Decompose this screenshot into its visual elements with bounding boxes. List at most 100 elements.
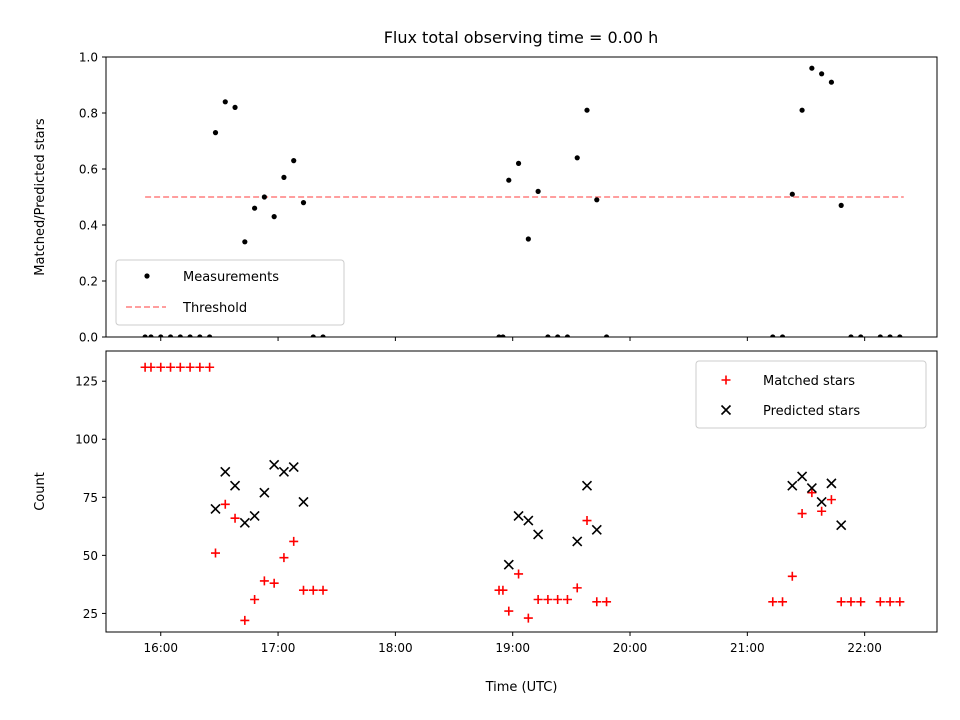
matched-star-point xyxy=(582,516,592,526)
matched-star-point xyxy=(220,499,230,509)
top-chart-title: Flux total observing time = 0.00 h xyxy=(384,28,659,47)
matched-star-point xyxy=(289,536,299,546)
measurement-point xyxy=(545,334,551,337)
bottom-xtick-label: 19:00 xyxy=(495,641,530,655)
bottom-xtick-label: 22:00 xyxy=(847,641,882,655)
bottom-legend: Matched stars Predicted stars xyxy=(695,360,927,429)
matched-star-point xyxy=(498,585,508,595)
predicted-star-point xyxy=(210,503,221,514)
measurement-point xyxy=(500,334,506,337)
matched-star-point xyxy=(514,569,524,579)
top-ytick-label: 1.0 xyxy=(79,51,98,65)
matched-star-point xyxy=(602,597,612,607)
predicted-star-point xyxy=(533,529,544,540)
legend-matched-label: Matched stars xyxy=(763,374,855,389)
measurement-point xyxy=(838,202,844,208)
top-ytick-label: 0.4 xyxy=(79,219,98,233)
measurement-point xyxy=(848,334,854,337)
bottom-xtick-label: 20:00 xyxy=(613,641,648,655)
matched-star-point xyxy=(768,597,778,607)
bottom-xlabel: Time (UTC) xyxy=(485,680,558,695)
predicted-star-point xyxy=(249,510,260,521)
matched-star-point xyxy=(778,597,788,607)
matched-star-point xyxy=(195,362,205,372)
top-ytick-label: 0.8 xyxy=(79,107,98,121)
matched-star-point xyxy=(885,597,895,607)
measurement-point xyxy=(291,158,297,164)
top-plot-area: 0.0 0.2 0.4 0.6 0.8 1.0 Matched/Predicted star… xyxy=(33,51,938,345)
predicted-star-point xyxy=(523,515,534,526)
measurement-point xyxy=(603,334,610,337)
predicted-star-point xyxy=(220,466,231,477)
measurement-point xyxy=(887,334,893,337)
bottom-ytick-label: 25 xyxy=(83,607,98,621)
measurement-point xyxy=(897,334,903,337)
measurement-point xyxy=(142,334,148,337)
measurement-point xyxy=(779,334,786,337)
predicted-star-point xyxy=(239,517,250,528)
predicted-star-point xyxy=(503,559,514,570)
measurement-point xyxy=(828,79,835,85)
predicted-star-point xyxy=(278,466,289,477)
bottom-ylabel: Count xyxy=(33,472,48,511)
measurement-point xyxy=(809,65,815,71)
measurement-point xyxy=(207,334,213,337)
top-ytick-label: 0.2 xyxy=(79,275,98,289)
matched-star-point xyxy=(210,548,220,558)
predicted-star-point xyxy=(581,480,593,491)
measurement-point xyxy=(187,334,193,337)
predicted-star-point xyxy=(797,471,808,482)
matched-star-point xyxy=(836,597,846,607)
measurement-point xyxy=(242,239,248,245)
bottom-xtick-label: 16:00 xyxy=(143,641,178,655)
predicted-star-point xyxy=(229,480,241,491)
matched-star-point xyxy=(166,362,176,372)
measurement-point xyxy=(261,194,267,200)
measurement-point xyxy=(584,107,590,113)
bottom-xtick-label: 21:00 xyxy=(730,641,765,655)
measurement-point xyxy=(158,334,164,337)
measurement-point xyxy=(310,334,316,337)
measurement-point xyxy=(271,214,277,220)
predicted-star-point xyxy=(787,480,798,491)
predicted-star-point xyxy=(806,482,817,494)
measurement-point xyxy=(515,160,522,166)
measurement-point xyxy=(789,191,795,197)
matched-star-point xyxy=(533,594,543,604)
matched-star-point xyxy=(318,585,328,595)
bottom-ytick-label: 50 xyxy=(83,549,98,563)
predicted-star-point xyxy=(826,478,837,489)
measurement-point xyxy=(148,334,154,337)
top-axes-frame xyxy=(105,56,938,338)
measurement-point xyxy=(212,130,219,136)
measurement-point xyxy=(525,236,531,242)
measurement-point xyxy=(799,107,805,113)
matched-star-point xyxy=(807,488,817,498)
predicted-star-point xyxy=(816,496,827,508)
matched-star-point xyxy=(826,495,836,505)
predicted-star-point xyxy=(269,459,280,470)
matched-star-point xyxy=(240,615,250,625)
measurement-point xyxy=(555,334,561,337)
matched-star-point xyxy=(269,578,279,588)
predicted-star-point xyxy=(836,520,847,531)
matched-star-point xyxy=(250,594,260,604)
top-legend-box xyxy=(115,259,345,326)
top-ylabel: Matched/Predicted stars xyxy=(33,118,48,276)
matched-star-point xyxy=(298,585,308,595)
measurement-point xyxy=(877,334,883,337)
matched-star-point xyxy=(562,594,572,604)
predicted-star-point xyxy=(288,462,299,473)
measurement-point xyxy=(252,205,258,211)
matched-star-point xyxy=(817,506,827,516)
matched-star-point xyxy=(592,597,602,607)
matched-star-point xyxy=(875,597,885,607)
top-ytick-label: 0.6 xyxy=(79,163,98,177)
legend-measurements-marker xyxy=(144,273,150,279)
bottom-plot-area: 25 50 75 100 125 Count 16:00 17:00 18:00 19:00 20:… xyxy=(33,350,938,695)
measurement-point xyxy=(197,334,203,337)
bottom-xtick-label: 18:00 xyxy=(378,641,413,655)
measurement-point xyxy=(300,200,307,206)
matched-star-point xyxy=(185,362,195,372)
